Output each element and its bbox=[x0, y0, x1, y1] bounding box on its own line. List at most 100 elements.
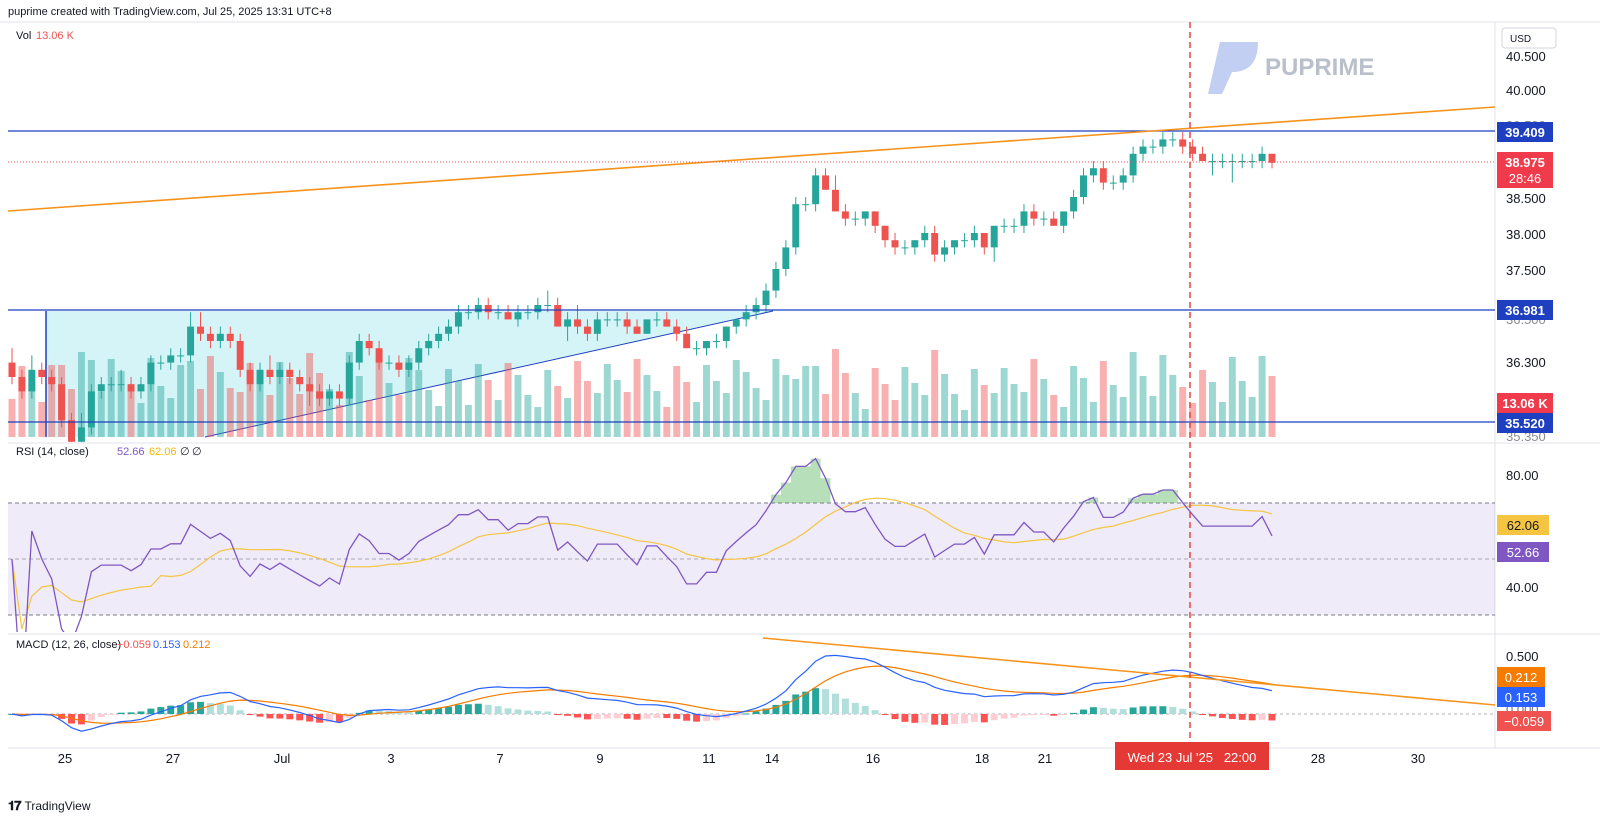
volume-bar bbox=[683, 382, 691, 437]
macd-badge bbox=[1497, 687, 1545, 707]
candle-body bbox=[1248, 161, 1256, 162]
macd-hist-bar bbox=[435, 707, 443, 714]
volume-bar bbox=[1218, 402, 1226, 437]
candle-body bbox=[157, 362, 165, 364]
macd-hist-bar bbox=[683, 714, 691, 721]
candle-body bbox=[742, 312, 750, 320]
volume-bar bbox=[742, 372, 750, 437]
volume-bar bbox=[1139, 376, 1147, 437]
candle-body bbox=[1109, 182, 1117, 184]
rsi-overbought-fill bbox=[770, 458, 1188, 503]
volume-bar bbox=[1238, 381, 1246, 437]
macd-hist-bar bbox=[1268, 714, 1276, 721]
macd-hist-bar bbox=[236, 710, 244, 714]
volume-bar bbox=[1149, 396, 1157, 437]
candle-body bbox=[534, 305, 542, 313]
volume-bar bbox=[454, 381, 462, 437]
candle-body bbox=[554, 305, 562, 327]
candle-body bbox=[1040, 218, 1048, 220]
macd-hist-bar bbox=[276, 714, 284, 719]
candle-body bbox=[1030, 211, 1038, 219]
candle-body bbox=[405, 362, 413, 370]
volume-bar bbox=[1109, 385, 1117, 437]
volume-bar bbox=[673, 366, 681, 437]
puprime-wordmark: PUPRIME bbox=[1265, 54, 1374, 81]
macd-hist-bar bbox=[107, 714, 115, 715]
macd-hist-bar bbox=[1258, 714, 1266, 720]
macd-hist-value: −0.059 bbox=[117, 639, 151, 651]
time-tick: Jul bbox=[274, 751, 291, 766]
candle-body bbox=[48, 377, 56, 385]
volume-bar bbox=[772, 359, 780, 437]
macd-hist-bar bbox=[554, 714, 562, 715]
macd-hist-bar bbox=[345, 714, 353, 719]
macd-hist-bar bbox=[613, 714, 621, 719]
volume-bar bbox=[1099, 361, 1107, 437]
macd-hist-bar bbox=[127, 712, 135, 714]
candle-body bbox=[1199, 153, 1207, 161]
resistance-badge bbox=[1497, 122, 1553, 142]
price-pane[interactable] bbox=[8, 106, 1496, 449]
volume-bar bbox=[762, 400, 770, 437]
support-upper-badge-text: 36.981 bbox=[1505, 303, 1545, 318]
price-tick: 40.500 bbox=[1506, 49, 1546, 64]
candle-body bbox=[812, 175, 820, 205]
candle-body bbox=[980, 233, 988, 248]
candle-body bbox=[1080, 175, 1087, 197]
candle-body bbox=[1010, 225, 1018, 227]
rsi-ma-line bbox=[11, 497, 1273, 630]
candle-body bbox=[574, 319, 581, 327]
macd-hist-bar bbox=[157, 707, 165, 714]
candle-body bbox=[415, 348, 423, 363]
rsi-ma-badge-text: 62.06 bbox=[1507, 518, 1540, 533]
macd-hist-bar bbox=[891, 714, 899, 720]
price-tick: 36.300 bbox=[1506, 355, 1546, 370]
currency-box[interactable] bbox=[1501, 27, 1557, 49]
macd-hist-bar bbox=[1179, 708, 1187, 714]
candle-body bbox=[841, 211, 849, 219]
candle-body bbox=[464, 312, 472, 314]
candle-body bbox=[1169, 139, 1177, 141]
macd-hist-bar bbox=[474, 703, 482, 714]
macd-hist-bar bbox=[881, 714, 889, 715]
volume-bar bbox=[464, 405, 472, 437]
macd-hist-bar bbox=[1129, 707, 1137, 714]
candle-body bbox=[474, 305, 482, 313]
macd-hist-bar bbox=[375, 710, 383, 714]
volume-bar bbox=[831, 349, 839, 437]
macd-pane[interactable] bbox=[8, 637, 1496, 732]
volume-bar bbox=[861, 409, 869, 437]
candle-body bbox=[802, 204, 810, 206]
macd-hist-bar bbox=[1169, 706, 1177, 714]
macd-hist-bar bbox=[365, 710, 373, 714]
candle-body bbox=[643, 319, 651, 334]
macd-hist-bar bbox=[693, 714, 701, 722]
macd-hist-bar bbox=[703, 714, 710, 722]
rsi-pane[interactable] bbox=[8, 457, 1495, 699]
rsi-badge bbox=[1497, 542, 1549, 562]
tradingview-footer[interactable]: 𝟏𝟕 TradingView bbox=[8, 798, 91, 814]
candle-body bbox=[1189, 146, 1197, 154]
macd-hist-bar bbox=[454, 704, 462, 714]
candle-body bbox=[246, 369, 254, 385]
macd-value: 0.153 bbox=[153, 639, 181, 651]
macd-hist-bar bbox=[593, 714, 601, 719]
macd-hist-bar bbox=[921, 714, 929, 723]
support-lower-badge-text: 35.520 bbox=[1505, 416, 1545, 431]
candle-body bbox=[435, 333, 443, 341]
candle-body bbox=[445, 326, 453, 334]
macd-hist-bar bbox=[732, 714, 740, 716]
macd-hist-bar bbox=[206, 703, 214, 714]
volume-bar bbox=[752, 388, 760, 437]
price-tick: 38.500 bbox=[1506, 191, 1546, 206]
volume-bar bbox=[931, 350, 939, 437]
volume-bar bbox=[405, 358, 413, 437]
time-tick: 25 bbox=[58, 751, 72, 766]
candle-body bbox=[752, 305, 760, 313]
macd-hist-bar bbox=[137, 711, 145, 714]
volume-bar bbox=[157, 386, 165, 437]
volume-bar bbox=[1129, 352, 1137, 437]
volume-bar bbox=[246, 363, 254, 437]
rsi-tick: 40.00 bbox=[1506, 580, 1539, 595]
volume-bar bbox=[1258, 356, 1266, 437]
